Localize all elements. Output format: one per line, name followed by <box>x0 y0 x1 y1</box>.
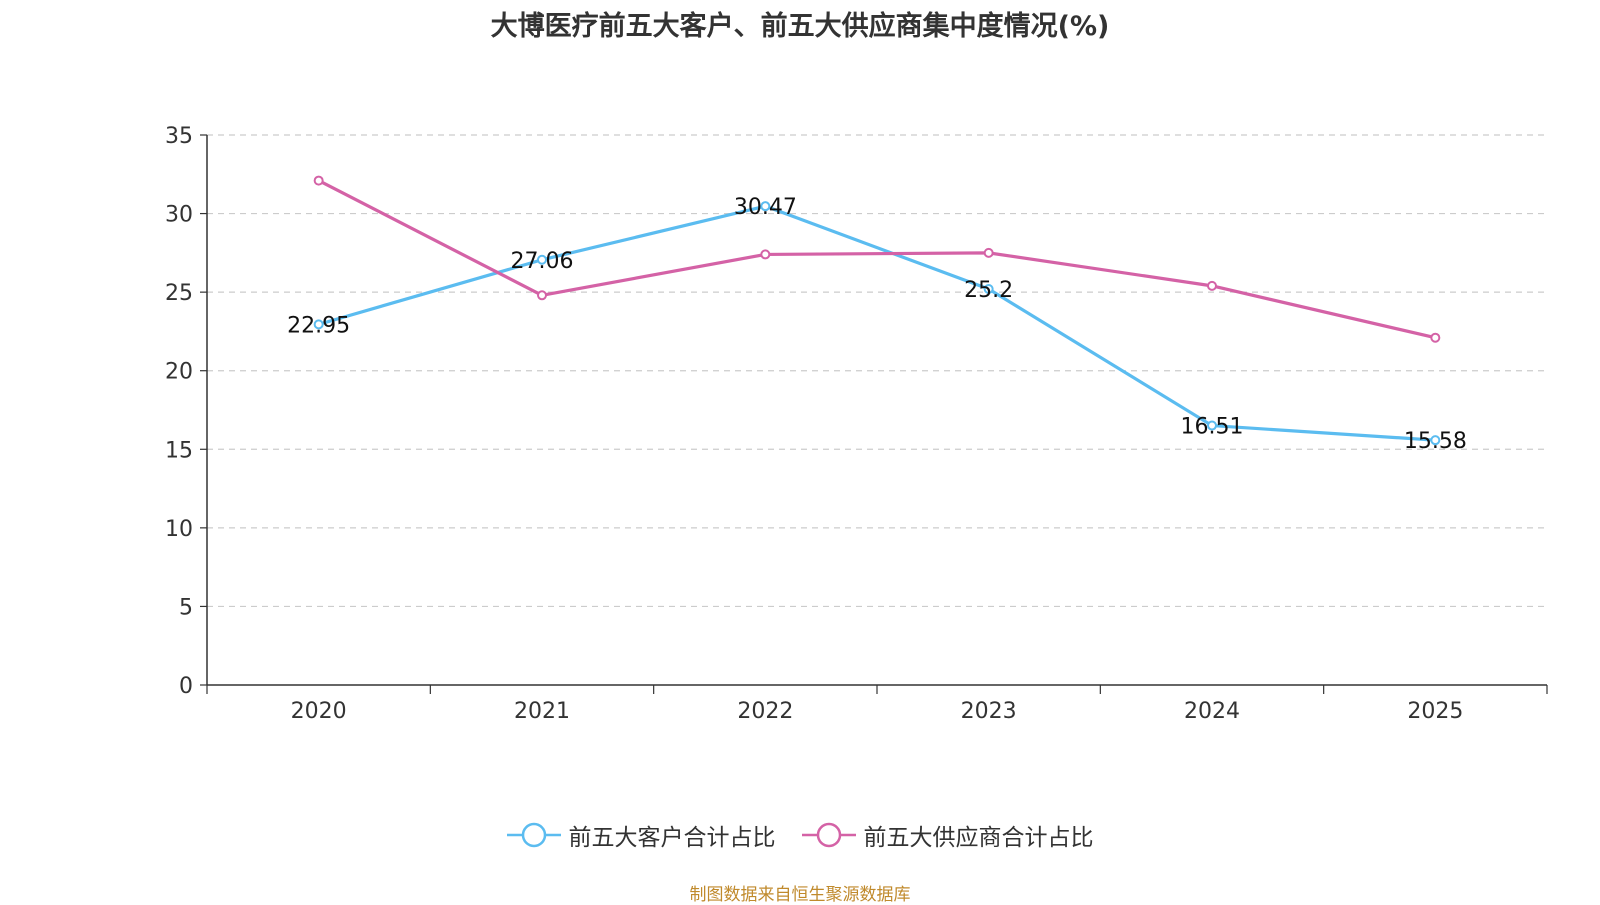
x-tick-label: 2024 <box>1184 699 1240 724</box>
y-tick-label: 30 <box>165 203 193 228</box>
legend-line-circle-icon <box>506 822 561 848</box>
data-point <box>313 175 324 186</box>
data-point <box>760 201 771 212</box>
data-label: 22.95 <box>287 313 350 338</box>
data-label: 27.06 <box>511 249 574 274</box>
x-tick-label: 2023 <box>961 699 1017 724</box>
data-point <box>537 254 547 265</box>
data-label: 15.58 <box>1404 429 1467 454</box>
data-point <box>1207 280 1217 291</box>
data-point <box>983 247 994 258</box>
y-tick-label: 25 <box>165 281 193 306</box>
legend-label-customers: 前五大客户合计占比 <box>568 825 776 851</box>
legend-item-customers[interactable]: 前五大客户合计占比 <box>506 820 776 851</box>
x-tick-label: 2022 <box>737 699 793 724</box>
data-point <box>760 249 771 260</box>
data-point <box>1207 420 1217 431</box>
legend: 前五大客户合计占比 前五大供应商合计占比 <box>0 820 1600 851</box>
x-tick-label: 2020 <box>291 699 347 724</box>
x-tick-label: 2021 <box>514 699 570 724</box>
data-point <box>983 284 994 294</box>
y-tick-label: 0 <box>179 674 193 699</box>
legend-label-suppliers: 前五大供应商合计占比 <box>863 825 1094 851</box>
data-point <box>1430 435 1441 446</box>
chart-title: 大博医疗前五大客户、前五大供应商集中度情况(%) <box>490 11 1110 42</box>
y-tick-label: 35 <box>165 124 193 149</box>
data-point <box>313 319 324 330</box>
series-line-1 <box>317 179 1436 340</box>
y-tick-label: 15 <box>165 438 193 463</box>
y-tick-label: 5 <box>179 595 193 620</box>
legend-item-suppliers[interactable]: 前五大供应商合计占比 <box>801 820 1094 851</box>
legend-line-circle-icon <box>801 822 856 848</box>
source-note: 制图数据来自恒生聚源数据库 <box>689 885 911 905</box>
y-tick-label: 10 <box>165 517 193 542</box>
data-point <box>1430 332 1441 343</box>
series-line-0 <box>318 204 1436 442</box>
y-tick-label: 20 <box>165 360 193 385</box>
data-label: 16.51 <box>1181 415 1244 440</box>
data-label: 30.47 <box>734 195 797 220</box>
data-label: 25.2 <box>964 278 1013 303</box>
x-tick-label: 2025 <box>1407 699 1463 724</box>
data-point <box>537 290 547 301</box>
